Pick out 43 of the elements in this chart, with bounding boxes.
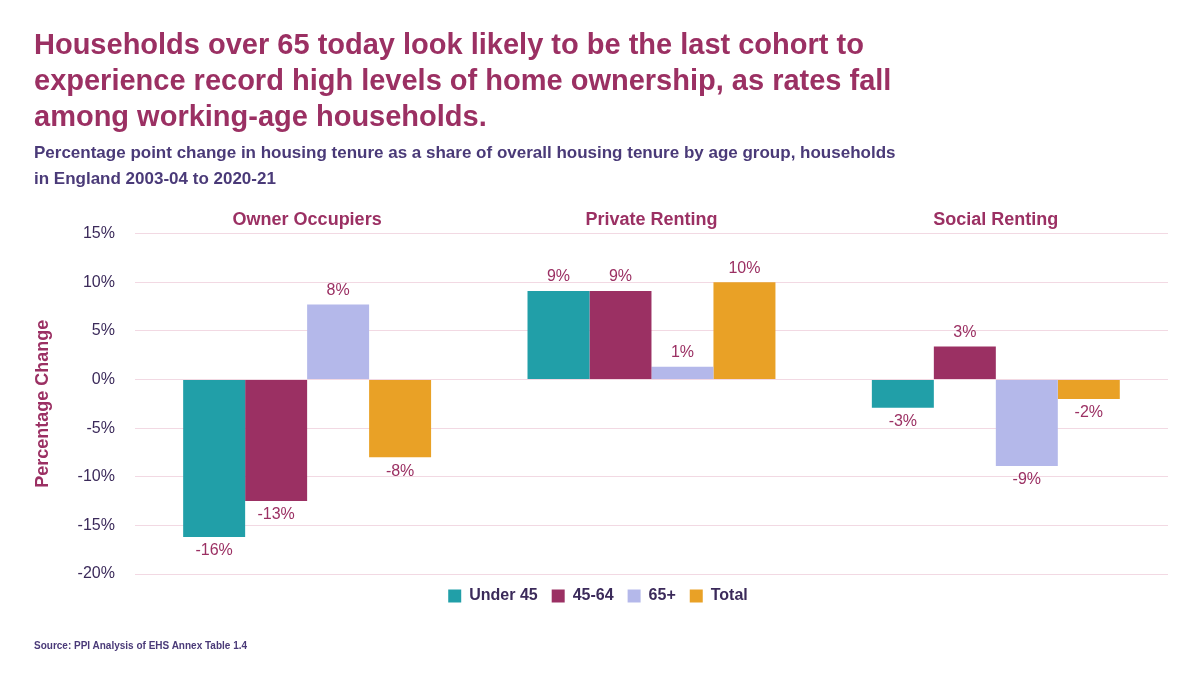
- x-tick-label: Private Renting: [585, 208, 718, 229]
- y-tick-label: -10%: [77, 467, 115, 485]
- bar: [651, 366, 714, 379]
- y-tick-label: -15%: [77, 515, 115, 533]
- data-label: -16%: [195, 541, 233, 559]
- bar: [245, 379, 308, 502]
- y-tick-label: 10%: [82, 272, 115, 290]
- bar: [183, 379, 246, 538]
- data-label: -2%: [1074, 403, 1104, 421]
- bar: [307, 304, 370, 379]
- bar: [369, 379, 432, 458]
- x-tick-label: Social Renting: [933, 208, 1059, 229]
- chart-title: Households over 65 today look likely to be the last cohort to experience record high levels of home ownership, as rates fall among working-age households.: [34, 27, 893, 134]
- source-note: Source: PPI Analysis of EHS Annex Table 1.4: [34, 640, 249, 651]
- data-label: -8%: [385, 461, 415, 479]
- data-label: 9%: [546, 267, 571, 285]
- y-axis-title: Percentage Change: [31, 319, 52, 488]
- bar: [527, 290, 590, 379]
- legend-label: 65+: [648, 586, 676, 604]
- bar: [1057, 379, 1120, 399]
- data-label: 1%: [670, 343, 695, 361]
- y-tick-label: 15%: [82, 224, 115, 242]
- data-label: -9%: [1012, 470, 1042, 488]
- y-tick-label: -20%: [77, 564, 115, 582]
- bar: [871, 379, 934, 408]
- data-label: 8%: [326, 281, 350, 298]
- data-label: -3%: [888, 412, 918, 430]
- y-tick-label: -5%: [86, 418, 115, 436]
- chart-subtitle: Percentage point change in housing tenure as a share of overall housing tenure by age group, households in England 2003-04 to 2020-21: [34, 142, 897, 190]
- x-tick-label: Owner Occupiers: [232, 208, 382, 229]
- bar: [589, 290, 652, 379]
- legend-label: Under 45: [469, 586, 538, 604]
- data-label: 9%: [608, 267, 633, 285]
- y-tick-label: 5%: [91, 321, 115, 339]
- data-label: -13%: [257, 505, 295, 523]
- bar: [933, 346, 996, 379]
- y-tick-label: 0%: [91, 369, 115, 387]
- legend-label: Total: [710, 586, 748, 604]
- data-label: 3%: [953, 322, 977, 340]
- data-label: 10%: [728, 258, 761, 276]
- legend-label: 45-64: [572, 586, 614, 604]
- bar: [713, 282, 776, 379]
- bar: [995, 379, 1058, 467]
